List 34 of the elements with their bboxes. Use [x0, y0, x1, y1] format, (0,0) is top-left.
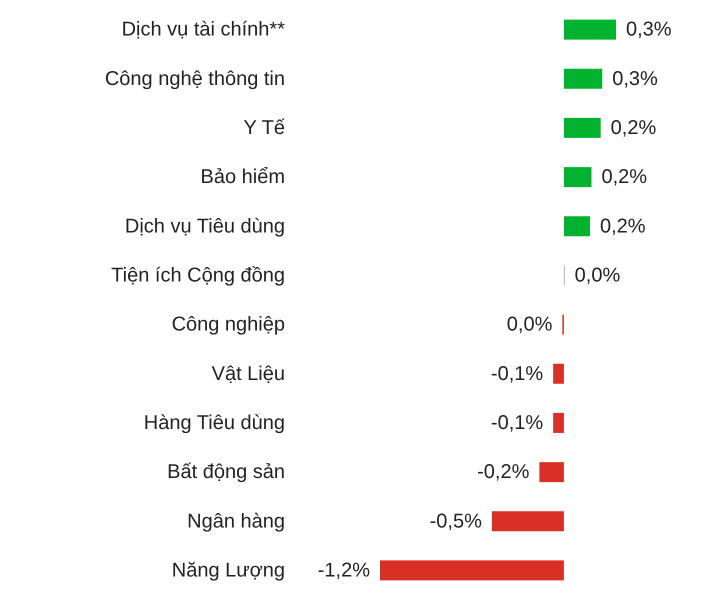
y-tick-label: Công nghệ thông tin	[104, 68, 285, 90]
bar	[564, 68, 602, 89]
bar	[564, 167, 592, 188]
y-tick-label: Bất động sản	[167, 461, 285, 484]
bar	[564, 118, 601, 138]
data-label: 0,0%	[574, 264, 620, 286]
bar	[539, 462, 564, 482]
data-label: -0,1%	[490, 412, 544, 434]
y-tick-label: Công nghiệp	[172, 314, 285, 336]
y-tick-label: Vật Liệu	[212, 362, 285, 385]
data-label: -0,2%	[477, 461, 530, 484]
data-label: 0,3%	[612, 68, 658, 90]
y-tick-label: Y Tế	[243, 116, 285, 139]
bar	[492, 511, 564, 532]
bar	[564, 216, 590, 236]
bar	[380, 560, 564, 580]
data-label: 0,3%	[626, 18, 672, 41]
bar	[553, 364, 564, 384]
y-tick-label: Dịch vụ Tiêu dùng	[124, 215, 285, 238]
y-tick-label: Hàng Tiêu dùng	[144, 412, 285, 434]
bar	[553, 412, 564, 433]
bar	[564, 20, 616, 40]
data-label: -0,1%	[490, 362, 544, 385]
data-label: 0,2%	[610, 116, 656, 139]
data-label: -1,2%	[318, 559, 370, 582]
y-tick-label: Năng Lượng	[172, 559, 285, 582]
data-label: 0,2%	[601, 166, 648, 188]
y-tick-label: Tiện ích Cộng đồng	[111, 264, 285, 286]
data-label: 0,0%	[506, 314, 553, 336]
y-tick-label: Bảo hiểm	[200, 166, 285, 188]
y-tick-label: Dịch vụ tài chính**	[122, 18, 286, 41]
data-label: 0,2%	[600, 215, 646, 238]
data-label: -0,5%	[430, 510, 482, 532]
y-tick-label: Ngân hàng	[187, 510, 285, 532]
